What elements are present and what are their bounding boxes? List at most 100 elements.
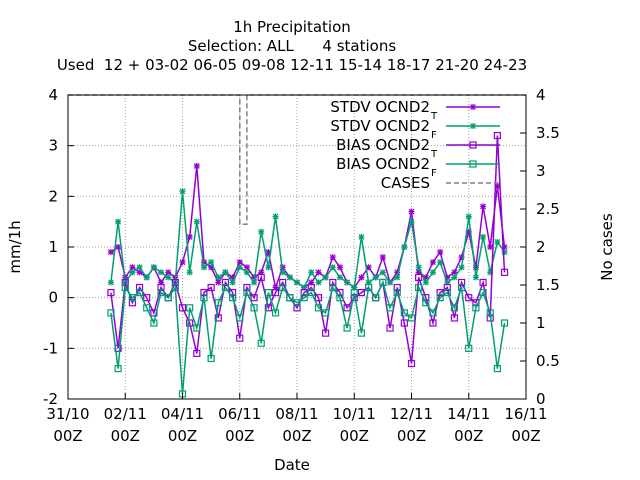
series-3 [107,278,509,398]
data-point [150,264,157,271]
x-tick-label-time: 00Z [168,427,197,445]
data-point [314,304,323,312]
data-point [143,294,151,302]
data-point [214,314,222,322]
data-point [236,334,244,342]
x-axis: 31/10 00Z 02/11 00Z 04/11 00Z 06/11 00Z 08/11 00Z… [46,393,548,445]
data-point [264,304,272,312]
data-point [329,254,336,261]
x-tick-label-time: 00Z [397,427,426,445]
data-point [236,264,243,271]
data-point [178,304,187,312]
x-tick-label: 16/11 [504,405,547,423]
data-point [107,309,115,317]
series-line [68,94,526,225]
cases-layer [68,94,526,225]
data-point [379,254,386,261]
x-tick-label-time: 00Z [340,427,369,445]
data-point [422,299,430,307]
data-point [350,289,358,297]
data-point [165,274,172,281]
data-point [407,314,416,322]
data-point [429,319,437,327]
data-point [243,283,251,292]
data-point [393,283,401,292]
data-point [429,309,437,317]
data-point [501,249,508,256]
chart-title: 1h Precipitation Selection: ALL 4 statio… [57,18,527,74]
y2-tick-label: 2 [536,238,546,256]
data-point [157,289,165,297]
y2-tick-label: 3.5 [536,124,560,142]
x-tick-label: 14/11 [447,405,490,423]
series-line [110,135,506,364]
legend-entry: CASES [381,174,500,192]
x-tick-label-time: 00Z [53,427,82,445]
data-point [293,299,301,307]
legend-label: BIAS OCND2 [336,155,430,173]
y2-tick-label: 1.5 [536,276,560,294]
data-point [408,218,415,225]
data-point [479,289,487,297]
data-point [344,279,351,286]
data-point [165,269,172,276]
data-point [436,289,444,297]
title-line-1: 1h Precipitation [233,18,351,36]
data-point [293,304,301,312]
y2-axis-label: No cases [598,213,616,281]
data-point [250,304,258,312]
y-tick-label: 3 [48,137,58,155]
data-point [265,264,272,271]
data-point [386,324,394,332]
data-point [243,264,250,271]
data-point [472,304,480,312]
x-tick-label-time: 00Z [511,427,540,445]
x-tick-label: 31/10 [46,405,89,423]
y2-axis: 0 0.5 1 1.5 2 2.5 3 3.5 4 [520,86,560,408]
data-point [480,203,487,210]
x-tick-label-time: 00Z [111,427,140,445]
data-point [193,324,201,332]
data-point [336,264,343,271]
legend-label: STDV OCND2 [330,98,430,116]
data-point [215,279,222,286]
data-point [300,294,308,302]
grid [68,95,526,399]
y-tick-label: 1 [48,238,58,256]
y-tick-label: 4 [48,86,58,104]
data-point [465,344,473,352]
data-point [336,274,343,281]
data-point [207,354,215,363]
data-point [208,259,215,266]
data-point [429,269,436,276]
data-point [458,264,465,271]
data-point [358,274,365,281]
x-tick-label: 04/11 [161,405,204,423]
data-point [329,264,336,271]
data-point [243,289,251,297]
data-point [394,274,401,281]
data-point [251,279,258,286]
data-point [121,278,129,287]
data-point [393,289,401,297]
data-point [135,283,144,292]
data-point [115,244,122,250]
data-point [271,309,280,317]
data-point [286,274,293,281]
data-point [279,283,287,292]
data-point [357,329,366,337]
x-tick-label: 08/11 [275,405,318,423]
data-point [480,233,487,240]
data-point [264,289,272,297]
data-point [500,319,509,327]
y-tick-label: -2 [43,390,58,408]
data-point [158,269,165,276]
data-point [322,274,329,281]
data-point [401,244,408,250]
data-point [379,278,387,287]
data-point [193,349,201,357]
